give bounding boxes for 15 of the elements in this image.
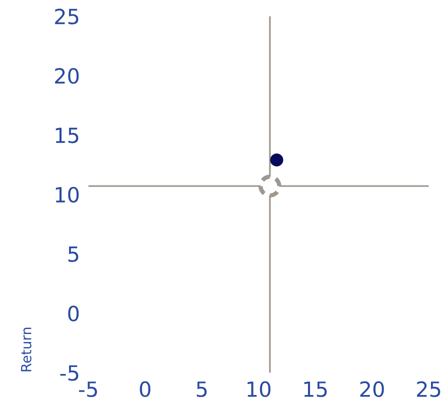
- x-tick-label: -5: [79, 382, 97, 398]
- y-tick-label: -5: [60, 365, 78, 381]
- y-tick-label: 0: [68, 306, 79, 322]
- x-tick-label: 5: [196, 382, 207, 398]
- y-tick-label: 25: [55, 8, 78, 24]
- x-tick-label: 15: [304, 382, 327, 398]
- y-tick-label: 15: [56, 128, 78, 144]
- y-axis-title: Return: [21, 328, 32, 372]
- x-tick-label: 20: [360, 381, 384, 398]
- y-tick-label: 5: [68, 246, 78, 262]
- y-tick-label: 20: [55, 68, 79, 84]
- x-tick-label: 10: [248, 381, 270, 398]
- x-tick-label: 0: [140, 381, 150, 398]
- y-tick-label: 10: [56, 186, 79, 203]
- x-tick-label: 25: [417, 381, 440, 398]
